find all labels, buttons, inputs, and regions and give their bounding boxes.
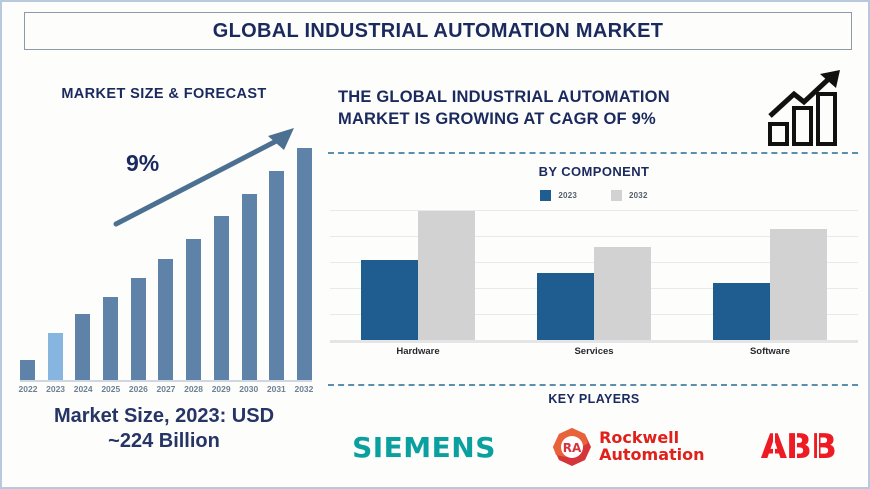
category-label-software: Software bbox=[749, 346, 791, 357]
market-size-bar bbox=[269, 171, 285, 382]
market-size-value-line1: Market Size, 2023: USD bbox=[53, 405, 275, 427]
category-label-hardware: Hardware bbox=[396, 346, 440, 357]
legend-swatch-2023 bbox=[540, 190, 552, 201]
page-title: GLOBAL INDUSTRIAL AUTOMATION MARKET bbox=[212, 19, 664, 42]
by-component-axis-line bbox=[330, 340, 858, 343]
market-size-bars bbox=[16, 132, 316, 382]
year-tick: 2027 bbox=[156, 384, 176, 394]
rockwell-ra-mark-icon: RA bbox=[553, 428, 592, 466]
key-players-title: KEY PLAYERS bbox=[548, 392, 640, 406]
bar-group-hardware bbox=[361, 211, 475, 340]
bar-group-software bbox=[713, 229, 827, 340]
year-tick: 2023 bbox=[46, 384, 66, 394]
market-detail-panel: THE GLOBAL INDUSTRIAL AUTOMATION MARKET … bbox=[324, 54, 864, 486]
market-size-bar-chart bbox=[16, 122, 316, 382]
svg-text:RA: RA bbox=[563, 441, 582, 455]
market-size-bar bbox=[158, 259, 174, 382]
market-size-bar bbox=[20, 360, 35, 382]
poster-title-box: GLOBAL INDUSTRIAL AUTOMATION MARKET bbox=[24, 12, 852, 50]
year-tick: 2030 bbox=[239, 384, 259, 394]
year-tick: 2025 bbox=[101, 384, 121, 394]
key-players-logos: SIEMENS RA Rockwell Automation ABB bbox=[324, 414, 864, 480]
market-size-year-labels: 2022 2023 2024 2025 2026 2027 2028 2029 … bbox=[16, 384, 316, 394]
year-tick: 2024 bbox=[73, 384, 93, 394]
gridline bbox=[330, 236, 858, 237]
abb-slash-2 bbox=[794, 433, 797, 463]
legend-item-2023: 2023 bbox=[540, 190, 577, 201]
year-tick: 2028 bbox=[184, 384, 204, 394]
market-size-bar bbox=[296, 148, 312, 382]
market-size-bar bbox=[241, 194, 257, 382]
legend-swatch-2032 bbox=[611, 190, 622, 201]
bar-software-2032 bbox=[770, 229, 827, 340]
market-size-bar bbox=[103, 297, 119, 382]
bar-chart-growth-icon bbox=[768, 70, 840, 146]
bar-hardware-2023 bbox=[361, 260, 418, 340]
year-tick: 2032 bbox=[294, 384, 314, 394]
year-tick: 2022 bbox=[18, 384, 38, 394]
cagr-annotation: 9% bbox=[126, 150, 160, 176]
rockwell-line1: Rockwell bbox=[599, 428, 680, 448]
market-size-bar bbox=[213, 216, 229, 382]
category-label-services: Services bbox=[574, 346, 614, 357]
market-size-axis-line bbox=[20, 380, 312, 382]
market-size-bar bbox=[130, 278, 146, 382]
market-size-value-line2: ~224 Billion bbox=[108, 430, 220, 452]
rockwell-wordmark: Rockwell Automation bbox=[599, 428, 705, 464]
market-size-bar bbox=[75, 314, 91, 382]
legend-label-2032: 2032 bbox=[629, 191, 648, 200]
bar-software-2023 bbox=[713, 283, 770, 340]
rockwell-line2: Automation bbox=[599, 445, 705, 464]
growth-headline: THE GLOBAL INDUSTRIAL AUTOMATION MARKET … bbox=[338, 86, 758, 131]
bar-services-2023 bbox=[537, 273, 594, 340]
abb-slash-1 bbox=[772, 433, 775, 463]
gridline bbox=[330, 210, 858, 211]
siemens-logo: SIEMENS bbox=[352, 430, 496, 464]
section-divider-bottom bbox=[328, 384, 858, 386]
abb-logo: ABB bbox=[761, 427, 837, 467]
by-component-groups bbox=[330, 210, 858, 340]
abb-slash-3 bbox=[816, 433, 819, 463]
market-size-forecast-panel: MARKET SIZE & FORECAST 9% 2 bbox=[8, 54, 320, 484]
bar-hardware-2032 bbox=[418, 211, 475, 340]
legend-item-2032: 2032 bbox=[611, 190, 648, 201]
by-component-category-labels: Hardware Services Software bbox=[330, 346, 858, 357]
by-component-title: BY COMPONENT bbox=[538, 164, 650, 179]
year-tick: 2026 bbox=[128, 384, 148, 394]
growth-headline-line1: THE GLOBAL INDUSTRIAL AUTOMATION bbox=[338, 88, 670, 106]
market-size-bar bbox=[47, 333, 63, 382]
legend-label-2023: 2023 bbox=[558, 191, 577, 200]
bar-group-services bbox=[537, 247, 651, 340]
by-component-plot-area bbox=[330, 210, 858, 340]
market-size-value: Market Size, 2023: USD ~224 Billion bbox=[8, 404, 320, 454]
by-component-bar-chart: Hardware Services Software bbox=[330, 210, 858, 362]
year-tick: 2031 bbox=[266, 384, 286, 394]
year-tick: 2029 bbox=[211, 384, 231, 394]
rockwell-automation-logo: RA Rockwell Automation bbox=[552, 427, 705, 467]
growth-headline-line2: MARKET IS GROWING AT CAGR OF 9% bbox=[338, 110, 656, 129]
section-divider-top bbox=[328, 152, 858, 154]
market-size-bar bbox=[186, 239, 202, 382]
market-size-forecast-title: MARKET SIZE & FORECAST bbox=[61, 86, 267, 102]
up-trend-arrow-icon bbox=[113, 128, 294, 227]
bar-services-2032 bbox=[594, 247, 651, 340]
component-legend: 2023 2032 bbox=[324, 190, 864, 201]
